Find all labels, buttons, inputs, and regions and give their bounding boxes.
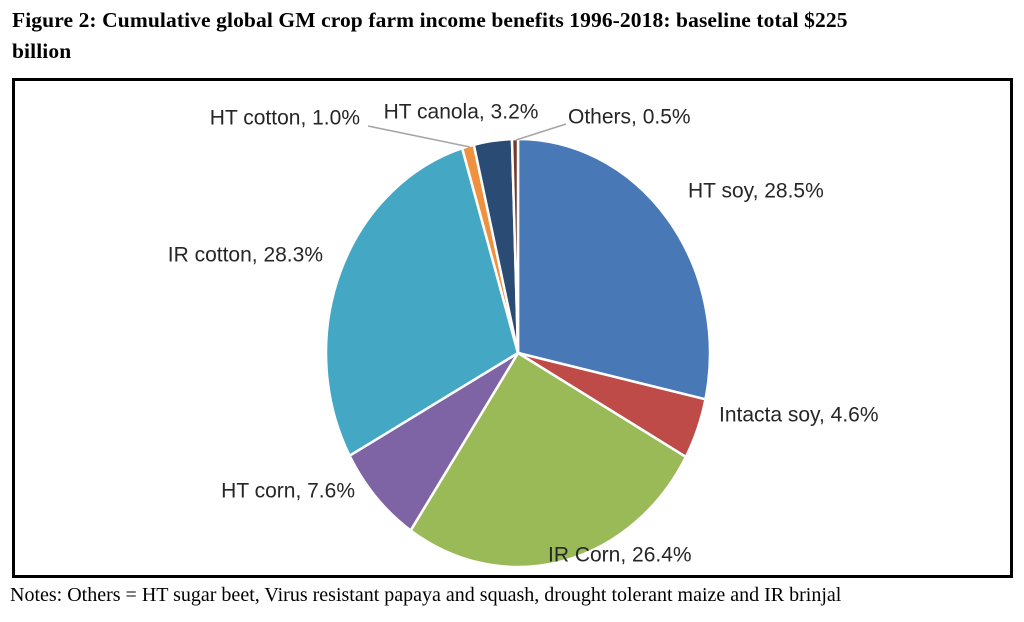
figure-notes: Notes: Others = HT sugar beet, Virus res… bbox=[10, 584, 842, 606]
pie-label-others: Others, 0.5% bbox=[568, 106, 691, 129]
pie-chart: HT soy, 28.5% Intacta soy, 4.6% IR Corn, 2… bbox=[168, 101, 879, 569]
figure-title-line2: billion bbox=[12, 39, 72, 63]
pie-slice-ir-cotton bbox=[324, 147, 520, 457]
figure-title-line1: Figure 2: Cumulative global GM crop farm… bbox=[12, 8, 848, 32]
pie-label-intacta-soy: Intacta soy, 4.6% bbox=[719, 404, 879, 427]
pie-label-ir-corn: IR Corn, 26.4% bbox=[548, 544, 692, 567]
pie-label-ht-soy: HT soy, 28.5% bbox=[688, 180, 824, 203]
leader-line-others bbox=[515, 123, 567, 141]
pie-slice-ht-soy bbox=[516, 137, 712, 401]
figure-title: Figure 2: Cumulative global GM crop farm… bbox=[12, 5, 1012, 67]
pie-slice-ht-corn bbox=[348, 351, 520, 532]
pie-label-ir-cotton: IR cotton, 28.3% bbox=[168, 244, 323, 267]
pie-slice-ir-corn bbox=[409, 351, 688, 569]
leader-line-ht-cotton bbox=[367, 125, 471, 148]
pie-label-ht-cotton: HT cotton, 1.0% bbox=[210, 107, 360, 130]
chart-frame: HT soy, 28.5% Intacta soy, 4.6% IR Corn, 2… bbox=[12, 78, 1013, 578]
pie-label-ht-corn: HT corn, 7.6% bbox=[221, 480, 355, 503]
pie-label-ht-canola: HT canola, 3.2% bbox=[384, 101, 539, 124]
